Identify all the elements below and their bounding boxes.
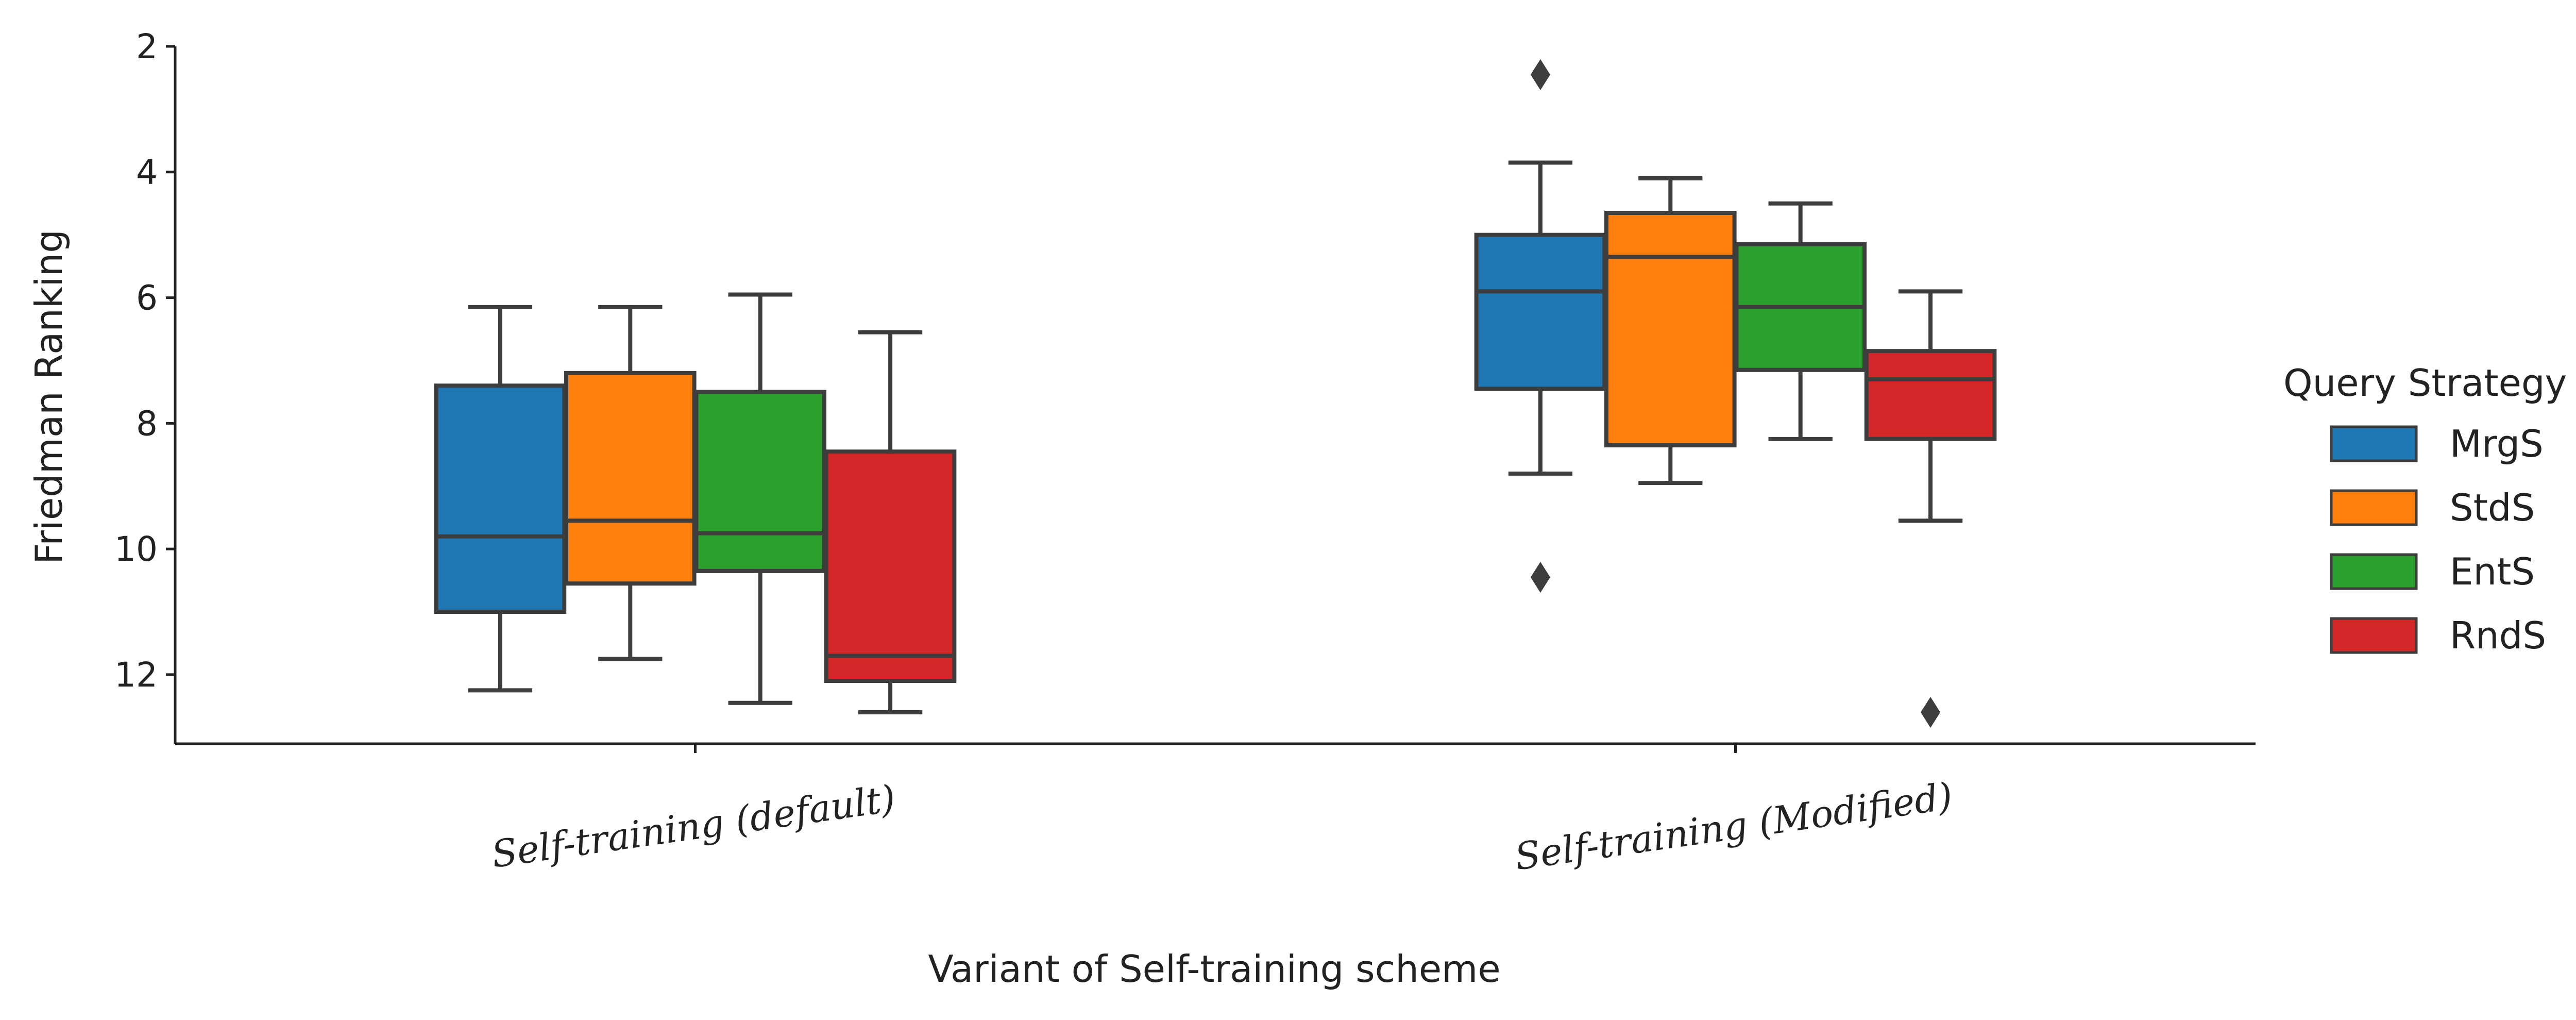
iqr-box (694, 390, 826, 573)
legend-label-StdS: StdS (2450, 486, 2535, 529)
iqr-box (824, 449, 957, 683)
box-MrgS-1 (1474, 59, 1607, 593)
outlier-point (1921, 697, 1941, 728)
iqr-box (1864, 349, 1997, 441)
y-tick-label: 4 (136, 153, 158, 192)
legend-label-EntS: EntS (2450, 550, 2535, 593)
iqr-box (564, 371, 697, 586)
y-axis-title: Friedman Ranking (27, 229, 71, 564)
box-EntS-0 (694, 292, 826, 705)
y-tick-label: 8 (136, 404, 158, 443)
iqr-box (1604, 211, 1737, 448)
x-tick-label: Self-training (Modified) (1512, 774, 1955, 878)
x-ticks: Self-training (default) Self-training (Mo… (489, 744, 1955, 878)
box-StdS-0 (564, 305, 697, 661)
x-axis-title: Variant of Self-training scheme (928, 947, 1500, 991)
axes (174, 46, 2256, 745)
iqr-box (1474, 232, 1607, 391)
y-tick-label: 6 (136, 278, 158, 318)
legend-label-MrgS: MrgS (2450, 422, 2544, 465)
outlier-point (1530, 59, 1550, 90)
plot-area (434, 59, 1997, 728)
y-ticks: 2 4 6 8 10 12 (114, 27, 175, 695)
legend-label-RndS: RndS (2450, 614, 2546, 657)
legend-swatch-EntS (2330, 553, 2418, 590)
legend-items: MrgS StdS EntS RndS (2330, 422, 2546, 657)
legend-title: Query Strategy (2283, 361, 2567, 405)
y-tick-label: 12 (114, 655, 158, 695)
y-tick-label: 10 (114, 529, 158, 569)
y-tick-label: 2 (136, 27, 158, 66)
box-RndS-0 (824, 330, 957, 715)
legend-swatch-StdS (2330, 489, 2418, 526)
legend-swatch-RndS (2330, 617, 2418, 654)
box-StdS-1 (1604, 176, 1737, 486)
x-tick-label: Self-training (default) (489, 777, 898, 876)
iqr-box (434, 383, 567, 614)
legend-swatch-MrgS (2330, 425, 2418, 462)
box-RndS-1 (1864, 289, 1997, 728)
outlier-point (1530, 561, 1550, 593)
box-MrgS-0 (434, 305, 567, 693)
box-EntS-1 (1734, 201, 1867, 441)
legend: Query Strategy MrgS StdS EntS RndS (2283, 361, 2567, 657)
